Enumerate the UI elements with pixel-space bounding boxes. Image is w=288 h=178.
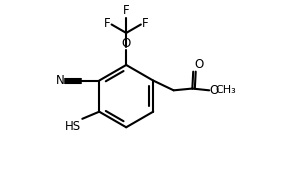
Text: HS: HS — [65, 120, 82, 133]
Text: O: O — [194, 58, 204, 71]
Text: F: F — [123, 4, 130, 17]
Text: N: N — [56, 74, 64, 87]
Text: CH₃: CH₃ — [215, 85, 236, 95]
Text: F: F — [103, 17, 110, 30]
Text: O: O — [122, 37, 131, 50]
Text: F: F — [142, 17, 149, 30]
Text: O: O — [210, 84, 219, 97]
